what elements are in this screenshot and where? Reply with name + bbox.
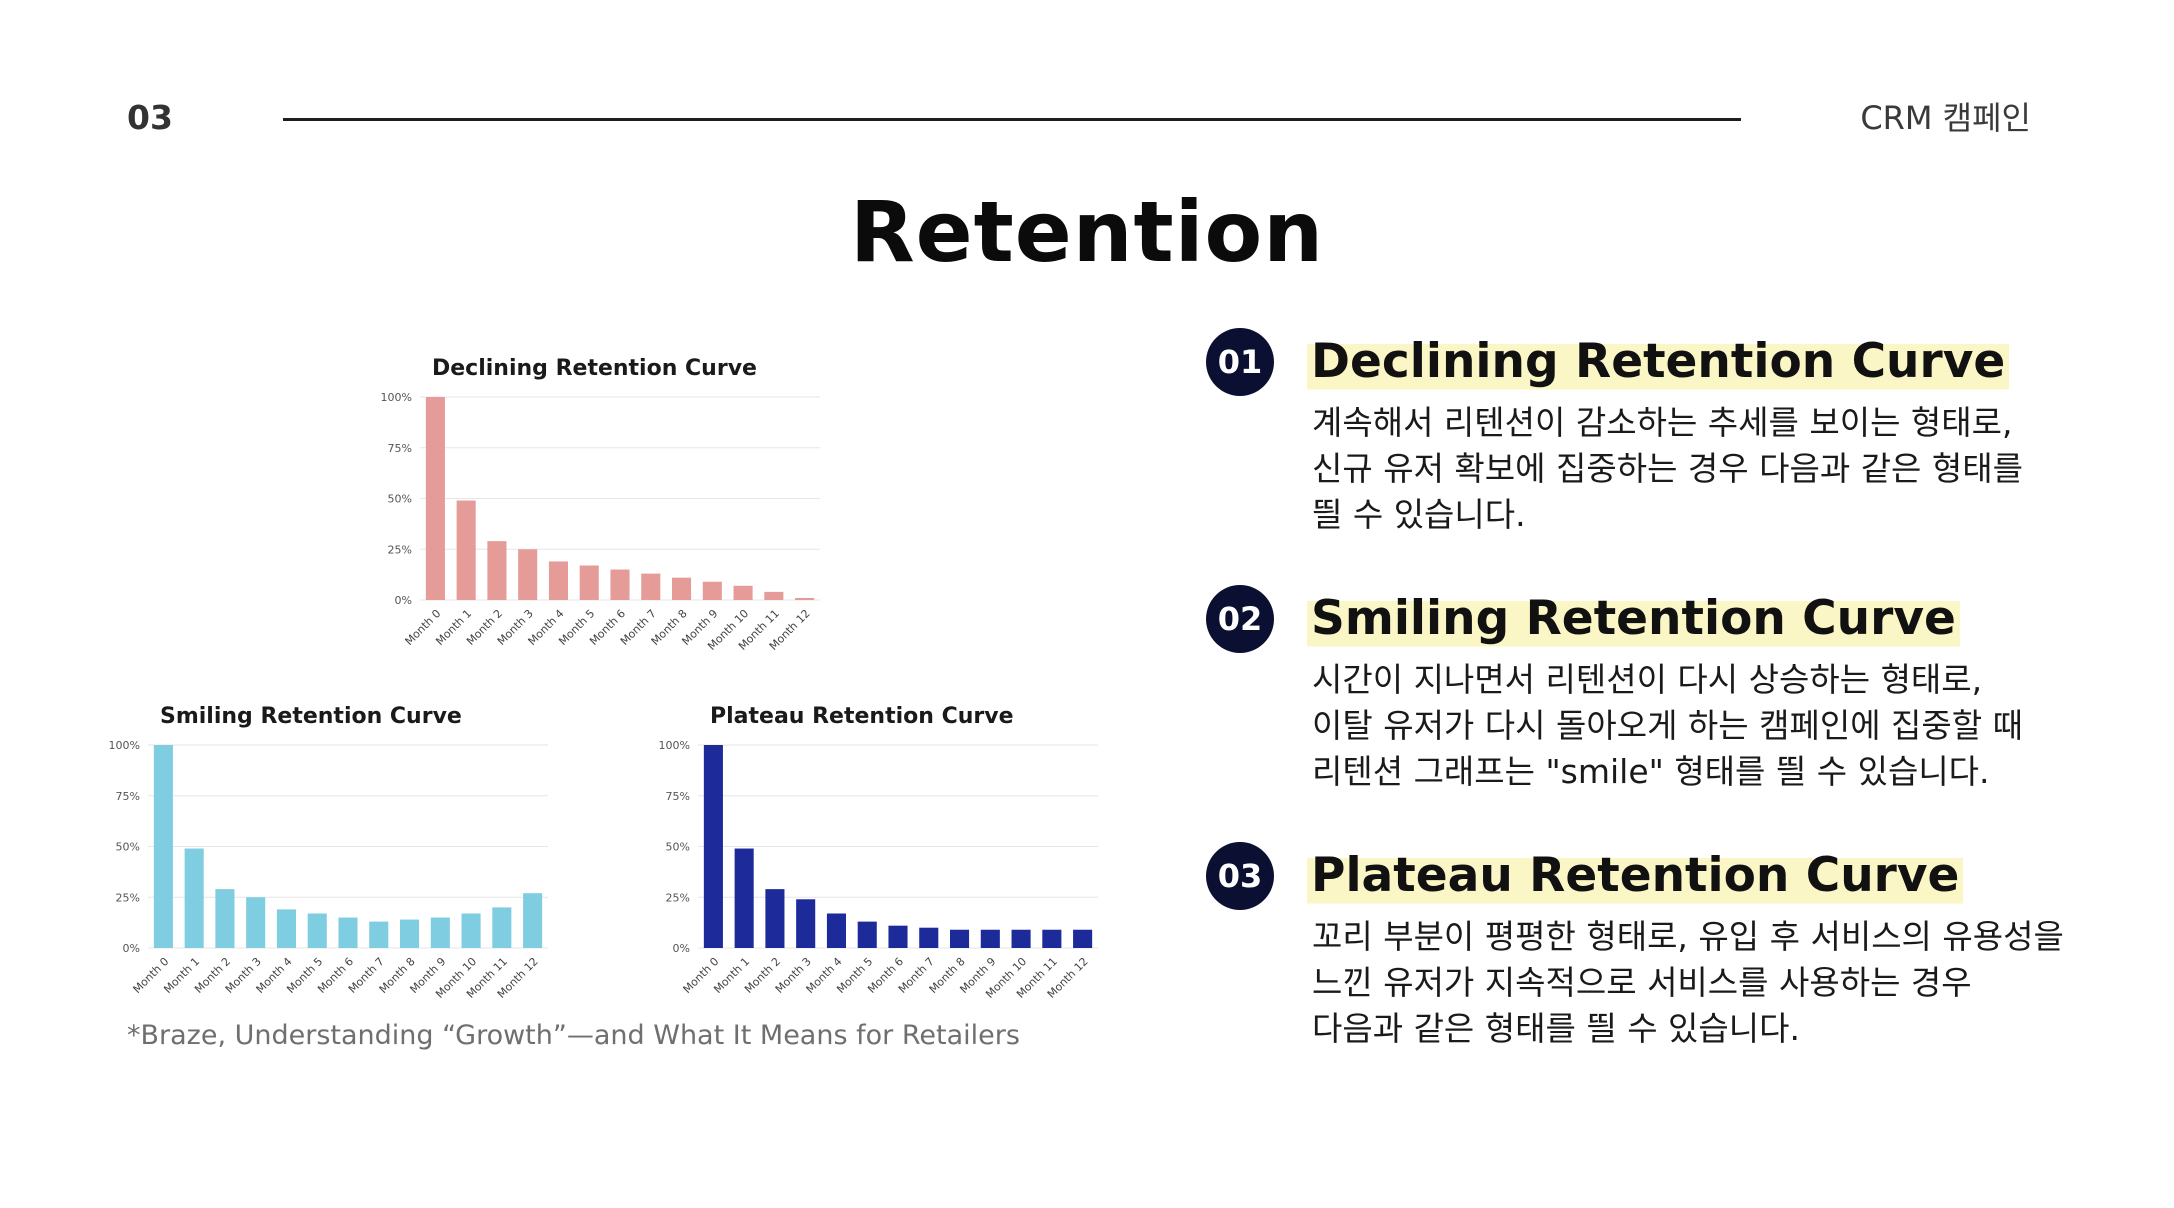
y-tick-label: 50% [666, 841, 690, 854]
section-title: Plateau Retention Curve [1307, 846, 1964, 906]
header-divider [283, 118, 1741, 121]
section-declining: 01 Declining Retention Curve 계속해서 리텐션이 감… [1206, 328, 2106, 548]
bar-month-5 [579, 565, 599, 600]
y-tick-label: 75% [388, 442, 412, 455]
y-tick-label: 0% [123, 942, 140, 955]
bar-month-10 [733, 585, 753, 600]
description-line: 신규 유저 확보에 집중하는 경우 다음과 같은 형태를 [1312, 449, 2023, 488]
bar-month-0 [425, 397, 445, 600]
declining-retention-chart: Declining Retention Curve 0% 25% 50% 75% 100%… [381, 356, 820, 653]
smiling-retention-chart: Smiling Retention Curve0%25%50%75%100%Mo… [109, 704, 548, 1001]
bar-month-2 [215, 889, 235, 948]
description-line: 시간이 지나면서 리텐션이 다시 상승하는 형태로, [1312, 660, 1983, 699]
bar-month-8 [400, 919, 420, 948]
section-number-badge: 03 [1206, 842, 1274, 910]
bar-month-6 [610, 569, 630, 600]
bar-month-12 [523, 893, 543, 948]
page-number: 03 [127, 98, 173, 137]
y-tick-label: 100% [381, 391, 412, 404]
description-line: 계속해서 리텐션이 감소하는 추세를 보이는 형태로, [1312, 403, 2013, 442]
header-label: CRM 캠페인 [1860, 99, 2031, 137]
chart-title: Declining Retention Curve [432, 356, 757, 381]
section-title: Smiling Retention Curve [1307, 589, 1960, 649]
page-title: Retention [849, 183, 1325, 281]
y-tick-label: 25% [666, 891, 690, 904]
bar-month-10 [1011, 929, 1031, 948]
bar-month-8 [950, 929, 970, 948]
section-number-badge: 02 [1206, 585, 1274, 653]
chart-title: Smiling Retention Curve [160, 704, 462, 729]
bar-month-7 [919, 927, 939, 948]
bar-month-3 [796, 899, 816, 948]
bar-month-8 [672, 577, 692, 600]
bar-month-12 [795, 597, 815, 600]
bar-month-4 [276, 909, 296, 948]
y-tick-label: 25% [388, 543, 412, 556]
bar-month-3 [518, 549, 538, 600]
description-line: 이탈 유저가 다시 돌아오게 하는 캠페인에 집중할 때 [1312, 706, 2023, 745]
y-tick-label: 100% [659, 739, 690, 752]
bar-month-2 [487, 541, 507, 600]
y-tick-label: 75% [116, 790, 140, 803]
y-tick-label: 25% [116, 891, 140, 904]
description-line: 다음과 같은 형태를 띌 수 있습니다. [1312, 1009, 1800, 1048]
section-number-badge: 01 [1206, 328, 1274, 396]
y-tick-label: 75% [666, 790, 690, 803]
bar-month-12 [1073, 929, 1093, 948]
bar-month-11 [1042, 929, 1062, 948]
section-smiling: 02 Smiling Retention Curve 시간이 지나면서 리텐션이… [1206, 585, 2106, 805]
bar-month-6 [338, 917, 358, 948]
bar-month-1 [734, 848, 754, 948]
description-line: 느낀 유저가 지속적으로 서비스를 사용하는 경우 [1312, 963, 1972, 1002]
section-title: Declining Retention Curve [1307, 332, 2010, 392]
bar-month-2 [765, 889, 785, 948]
y-tick-label: 100% [109, 739, 140, 752]
y-tick-label: 0% [395, 594, 412, 607]
bar-month-0 [153, 745, 173, 948]
source-note: *Braze, Understanding “Growth”—and What … [127, 1020, 1020, 1051]
bar-month-11 [492, 907, 512, 948]
bar-month-4 [826, 913, 846, 948]
plateau-retention-chart: Plateau Retention Curve0%25%50%75%100%Mo… [659, 704, 1098, 1001]
y-tick-label: 0% [673, 942, 690, 955]
bar-month-4 [548, 561, 568, 600]
chart-title: Plateau Retention Curve [710, 704, 1014, 729]
bar-month-1 [456, 500, 476, 600]
bar-month-7 [641, 573, 661, 600]
section-plateau: 03 Plateau Retention Curve 꼬리 부분이 평평한 형태… [1206, 842, 2106, 1062]
bar-month-5 [857, 921, 877, 948]
bar-month-3 [246, 897, 266, 948]
section-description: 시간이 지나면서 리텐션이 다시 상승하는 형태로, 이탈 유저가 다시 돌아오… [1312, 657, 2023, 795]
bar-month-10 [461, 913, 481, 948]
bar-month-6 [888, 925, 908, 948]
bar-month-9 [980, 929, 1000, 948]
section-description: 꼬리 부분이 평평한 형태로, 유입 후 서비스의 유용성을 느낀 유저가 지속… [1312, 914, 2064, 1052]
bar-month-7 [369, 921, 389, 948]
description-line: 리텐션 그래프는 "smile" 형태를 띌 수 있습니다. [1312, 752, 1990, 791]
section-description: 계속해서 리텐션이 감소하는 추세를 보이는 형태로, 신규 유저 확보에 집중… [1312, 400, 2023, 538]
bar-month-9 [702, 581, 722, 600]
y-tick-label: 50% [388, 493, 412, 506]
description-line: 띌 수 있습니다. [1312, 495, 1526, 534]
description-line: 꼬리 부분이 평평한 형태로, 유입 후 서비스의 유용성을 [1312, 917, 2064, 956]
bar-month-11 [764, 591, 784, 600]
bar-month-1 [184, 848, 204, 948]
bar-month-9 [430, 917, 450, 948]
bar-month-5 [307, 913, 327, 948]
y-tick-label: 50% [116, 841, 140, 854]
bar-month-0 [703, 745, 723, 948]
